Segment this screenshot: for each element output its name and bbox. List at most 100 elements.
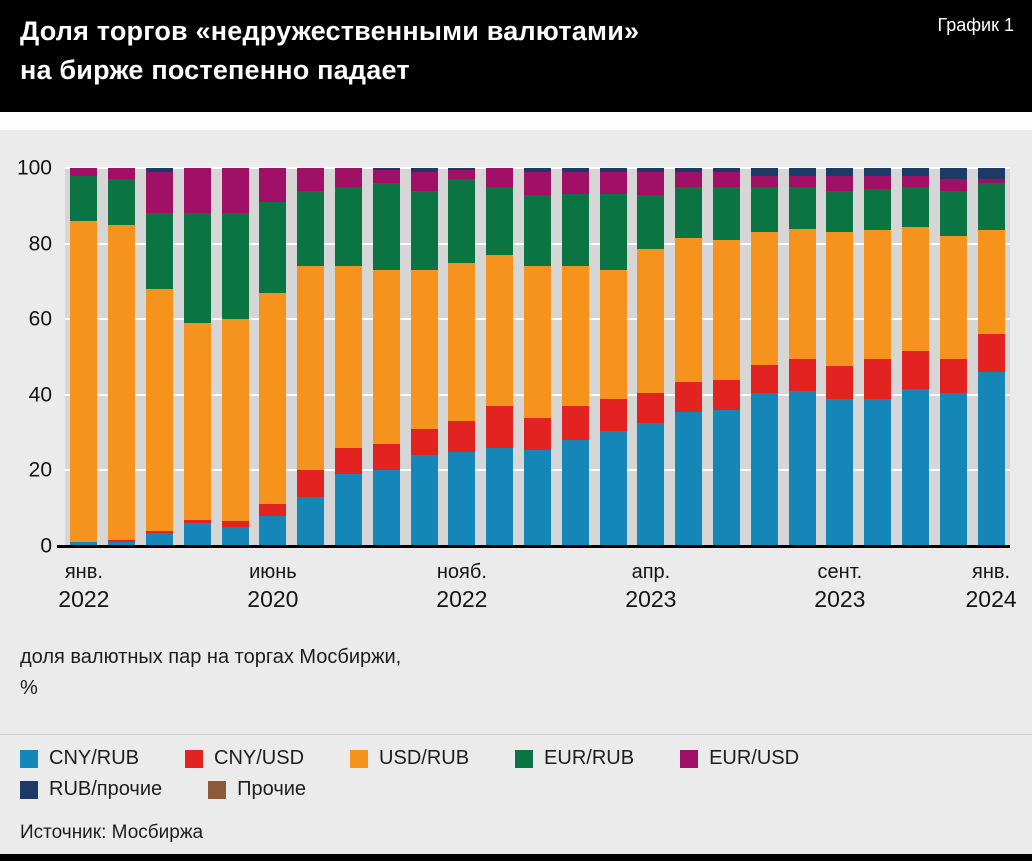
source-note: Источник: Мосбиржа: [20, 822, 204, 843]
segment-usd-rub: [221, 319, 249, 522]
segment-cny-rub: [788, 391, 816, 546]
segment-eur-usd: [145, 171, 173, 214]
y-axis-label-20: 20: [28, 458, 52, 482]
segment-cny-rub: [486, 447, 514, 546]
segment-eur-usd: [108, 168, 136, 180]
segment-eur-rub: [599, 194, 627, 271]
segment-usd-rub: [826, 232, 854, 367]
bar-month-5: [221, 168, 249, 546]
legend-label: EUR/USD: [709, 747, 800, 769]
legend-swatch: [680, 749, 699, 768]
bar-month-9: [372, 168, 400, 546]
segment-eur-usd: [826, 175, 854, 191]
segment-eur-rub: [410, 190, 438, 271]
bar-month-20: [788, 168, 816, 546]
bar-month-13: [523, 168, 551, 546]
segment-cny-usd: [448, 421, 476, 452]
segment-eur-rub: [826, 190, 854, 233]
bar-month-19: [750, 168, 778, 546]
legend-label: RUB/прочие: [49, 778, 163, 800]
segment-eur-usd: [70, 168, 98, 176]
segment-usd-rub: [864, 230, 892, 359]
segment-eur-usd: [750, 175, 778, 187]
x-axis-month: сент.: [817, 561, 863, 583]
axis-caption-line1: доля валютных пар на торгах Мосбиржи,: [20, 646, 402, 668]
segment-rub-прочие: [561, 168, 589, 172]
legend-item-cny-rub: CNY/RUB: [20, 747, 139, 770]
bar-month-2: [108, 168, 136, 546]
segment-cny-usd: [977, 334, 1005, 373]
segment-eur-usd: [183, 168, 211, 214]
gridline-100: [65, 167, 1010, 169]
segment-cny-rub: [599, 430, 627, 546]
segment-cny-rub: [334, 474, 362, 546]
segment-cny-rub: [561, 440, 589, 546]
segment-rub-прочие: [750, 168, 778, 176]
segment-cny-usd: [486, 406, 514, 448]
segment-eur-rub: [561, 194, 589, 267]
bar-month-4: [183, 168, 211, 546]
segment-cny-usd: [108, 540, 136, 543]
y-axis-label-40: 40: [28, 383, 52, 407]
segment-cny-rub: [637, 423, 665, 546]
segment-eur-usd: [901, 175, 929, 187]
chart-title-line1: Доля торгов «недружественными валютами»: [20, 16, 640, 46]
bar-month-22: [864, 168, 892, 546]
bar-slot-8: [330, 168, 368, 546]
bar-slot-25: [972, 168, 1010, 546]
axis-caption-line2: %: [20, 677, 38, 699]
bar-month-8: [334, 168, 362, 546]
legend-item-eur-rub: EUR/RUB: [515, 747, 634, 770]
x-axis-month: апр.: [631, 561, 671, 583]
segment-eur-usd: [788, 175, 816, 187]
segment-cny-usd: [750, 364, 778, 393]
segment-usd-rub: [637, 249, 665, 393]
bar-slot-16: [632, 168, 670, 546]
segment-cny-rub: [523, 449, 551, 546]
legend-label: CNY/RUB: [49, 747, 140, 769]
bar-slot-24: [934, 168, 972, 546]
x-axis-year: 2022: [58, 586, 110, 612]
segment-rub-прочие: [864, 168, 892, 176]
x-axis-year: 2023: [625, 586, 677, 612]
chart-legend: CNY/RUB CNY/USD USD/RUB EUR/RUB EUR/USD RUB/п…: [0, 734, 1032, 809]
segment-eur-rub: [788, 186, 816, 229]
bar-month-16: [637, 168, 665, 546]
segment-rub-прочие: [448, 168, 476, 170]
bar-month-21: [826, 168, 854, 546]
bar-slot-12: [481, 168, 519, 546]
legend-row-2: RUB/прочие Прочие: [20, 778, 1012, 801]
chart-title-line2: на бирже постепенно падает: [20, 55, 410, 86]
legend-item-usd-rub: USD/RUB: [350, 747, 469, 770]
legend-swatch: [20, 780, 38, 799]
x-axis-month: янв.: [64, 561, 103, 583]
segment-cny-usd: [901, 351, 929, 390]
segment-rub-прочие: [901, 168, 929, 176]
segment-eur-rub: [523, 194, 551, 267]
segment-cny-usd: [523, 417, 551, 450]
segment-cny-rub: [183, 523, 211, 546]
segment-eur-rub: [939, 190, 967, 237]
segment-eur-rub: [372, 183, 400, 271]
segment-cny-rub: [826, 398, 854, 546]
bar-month-24: [939, 168, 967, 546]
segment-rub-прочие: [977, 168, 1005, 180]
x-axis-label-сент.-2023: сент. 2023: [814, 560, 865, 615]
legend-swatch: [208, 780, 227, 799]
x-axis-year: 2023: [814, 586, 866, 612]
segment-cny-rub: [70, 542, 98, 546]
segment-cny-rub: [864, 398, 892, 546]
segment-cny-usd: [297, 470, 325, 497]
bar-slot-11: [443, 168, 481, 546]
segment-usd-rub: [108, 224, 136, 541]
segment-cny-rub: [108, 542, 136, 546]
segment-usd-rub: [448, 262, 476, 422]
segment-cny-rub: [145, 532, 173, 546]
bar-slot-2: [103, 168, 141, 546]
plot-wrap: янв. 2022 июнь 2020 нояб. 2022 апр. 2023 сент. 20…: [17, 158, 1017, 613]
segment-usd-rub: [561, 266, 589, 407]
segment-cny-usd: [712, 379, 740, 410]
x-axis-label-апр.-2023: апр. 2023: [625, 560, 676, 615]
y-axis-label-0: 0: [40, 534, 52, 558]
segment-eur-usd: [939, 179, 967, 191]
